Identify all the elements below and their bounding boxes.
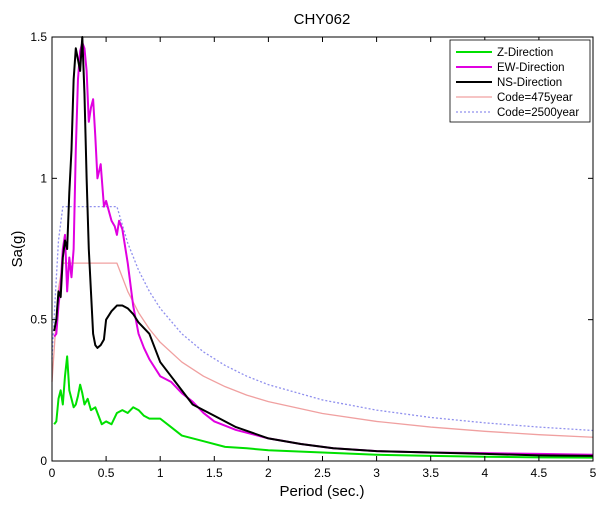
legend-label: Code=2500year bbox=[497, 107, 579, 119]
y-tick-label: 0.5 bbox=[30, 313, 47, 327]
x-tick-label: 1.5 bbox=[206, 466, 223, 480]
y-tick-label: 1.5 bbox=[30, 30, 47, 44]
chart-title: CHY062 bbox=[294, 11, 351, 28]
y-tick-label: 1 bbox=[40, 171, 47, 185]
x-axis-label: Period (sec.) bbox=[279, 483, 364, 500]
y-axis-label: Sa(g) bbox=[9, 231, 26, 268]
series-layer bbox=[51, 36, 594, 459]
y-tick-label: 0 bbox=[40, 454, 47, 468]
x-tick-label: 1 bbox=[157, 466, 164, 480]
series-line-ns-direction bbox=[53, 36, 594, 457]
x-tick-label: 3.5 bbox=[422, 466, 439, 480]
series-line-z-direction bbox=[53, 355, 594, 459]
x-tick-label: 2.5 bbox=[314, 466, 331, 480]
series-line-code-2500year bbox=[51, 205, 594, 432]
ticks-layer: 0 0.5 1 1.5 2 2.5 3 3.5 4 4.5 5 0 0.5 1 1.5 bbox=[30, 30, 596, 480]
legend-label: EW-Direction bbox=[497, 62, 565, 74]
x-tick-label: 0.5 bbox=[98, 466, 115, 480]
legend-label: Z-Direction bbox=[497, 47, 553, 59]
x-tick-label: 3 bbox=[373, 466, 380, 480]
legend-label: Code=475year bbox=[497, 92, 573, 104]
legend: Z-Direction EW-Direction NS-Direction Code=… bbox=[449, 39, 591, 123]
series-line-ew-direction bbox=[53, 41, 594, 456]
x-tick-label: 2 bbox=[265, 466, 272, 480]
x-tick-label: 0 bbox=[49, 466, 56, 480]
x-tick-label: 4 bbox=[481, 466, 488, 480]
x-tick-label: 5 bbox=[590, 466, 597, 480]
legend-label: NS-Direction bbox=[497, 77, 562, 89]
x-tick-label: 4.5 bbox=[531, 466, 548, 480]
